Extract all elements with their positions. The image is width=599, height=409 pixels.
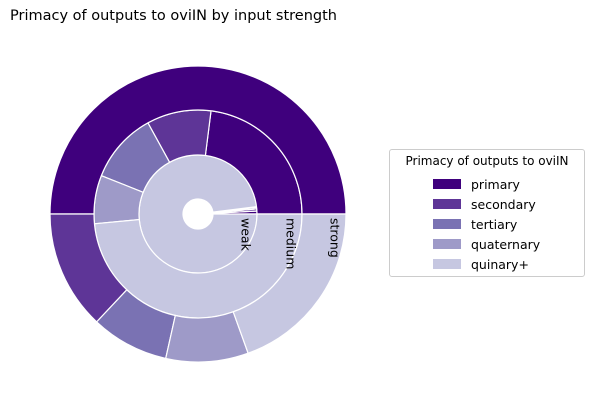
legend: Primacy of outputs to oviIN primary seco… [389, 149, 585, 277]
legend-item-quinary: quinary+ [433, 256, 529, 272]
legend-swatch-quinary [433, 259, 461, 269]
legend-swatch-secondary [433, 199, 461, 209]
legend-item-primary: primary [433, 176, 520, 192]
legend-swatch-primary [433, 179, 461, 189]
ring-label-medium: medium [284, 218, 299, 269]
legend-label-quinary: quinary+ [471, 256, 529, 272]
wedge-strong-primary [49, 65, 347, 215]
legend-label-primary: primary [471, 176, 520, 192]
ring-label-strong: strong [328, 218, 343, 258]
legend-item-secondary: secondary [433, 196, 536, 212]
legend-label-tertiary: tertiary [471, 216, 518, 232]
ring-label-weak: weak [239, 218, 254, 252]
wedge-strong-quinary [232, 213, 347, 355]
legend-label-quaternary: quaternary [471, 236, 541, 252]
legend-item-tertiary: tertiary [433, 216, 518, 232]
chart-title: Primacy of outputs to oviIN by input str… [10, 8, 337, 24]
legend-swatch-quaternary [433, 239, 461, 249]
legend-label-secondary: secondary [471, 196, 536, 212]
legend-title: Primacy of outputs to oviIN [405, 154, 569, 168]
legend-item-quaternary: quaternary [433, 236, 541, 252]
legend-swatch-tertiary [433, 219, 461, 229]
